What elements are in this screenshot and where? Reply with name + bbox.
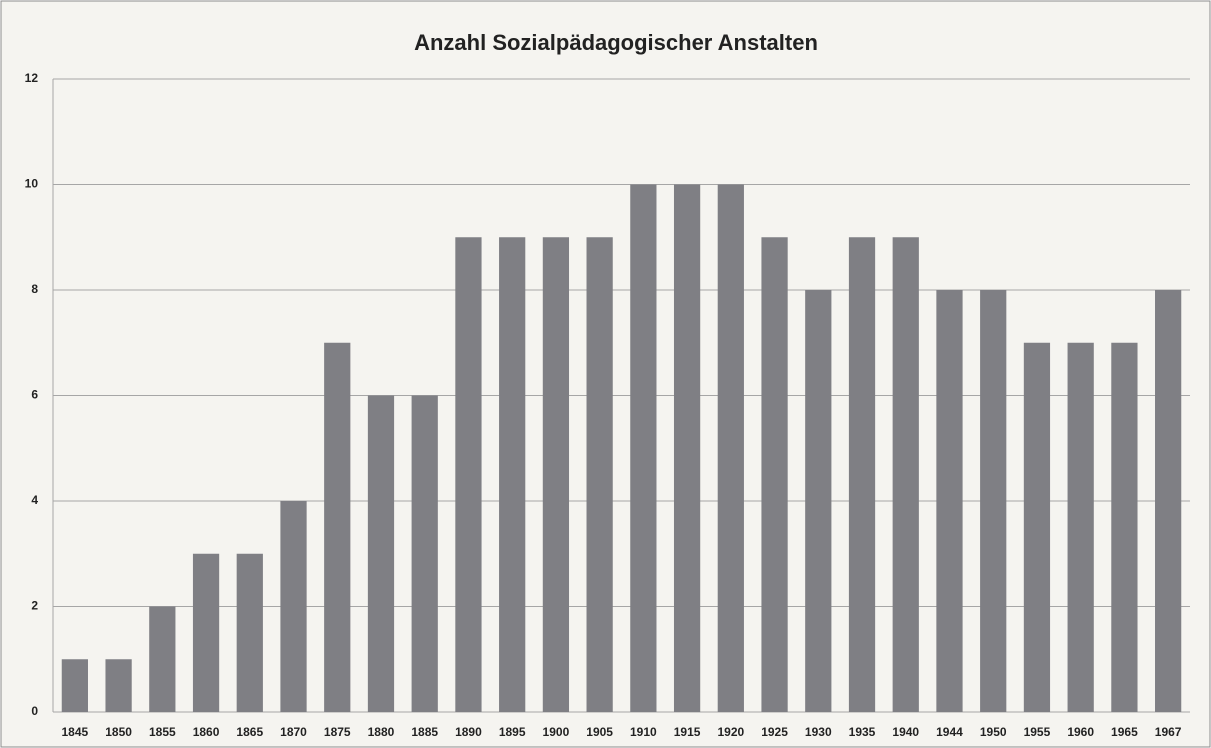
x-tick-label: 1955 (1024, 725, 1051, 739)
x-tick-label: 1860 (193, 725, 220, 739)
bar (542, 237, 570, 712)
x-tick-label: 1910 (630, 725, 657, 739)
x-tick-label: 1940 (892, 725, 919, 739)
bar (367, 395, 395, 712)
bar (149, 606, 176, 712)
x-tick-label: 1890 (455, 725, 482, 739)
y-tick-label: 12 (25, 71, 39, 85)
x-tick-label: 1850 (105, 725, 132, 739)
y-tick-label: 4 (31, 493, 38, 507)
y-tick-label: 2 (31, 599, 38, 613)
x-tick-label: 1885 (411, 725, 438, 739)
x-tick-label: 1870 (280, 725, 307, 739)
bar (805, 290, 832, 712)
bar (1067, 342, 1094, 712)
x-tick-label: 1960 (1067, 725, 1094, 739)
chart-title: Anzahl Sozialpädagogischer Anstalten (414, 30, 818, 55)
bar (936, 290, 963, 712)
bar (673, 184, 701, 712)
bar (499, 237, 526, 712)
x-tick-label: 1855 (149, 725, 176, 739)
bar (1023, 342, 1051, 712)
y-tick-label: 0 (31, 704, 38, 718)
bar (280, 501, 307, 712)
bar (1155, 290, 1182, 712)
x-tick-label: 1967 (1155, 725, 1182, 739)
y-tick-label: 6 (31, 388, 38, 402)
bar (105, 659, 132, 712)
bar (586, 237, 613, 712)
bar (324, 342, 351, 712)
x-tick-label: 1950 (980, 725, 1007, 739)
x-tick-label: 1905 (586, 725, 613, 739)
bar (61, 659, 88, 712)
x-tick-label: 1920 (717, 725, 744, 739)
bar (192, 553, 220, 712)
x-tick-label: 1845 (62, 725, 89, 739)
bar (892, 237, 919, 712)
bar (980, 290, 1007, 712)
y-tick-label: 8 (31, 282, 38, 296)
bar (848, 237, 876, 712)
x-tick-label: 1880 (368, 725, 395, 739)
x-tick-label: 1930 (805, 725, 832, 739)
bar (236, 553, 263, 712)
x-tick-label: 1900 (543, 725, 570, 739)
x-tick-label: 1915 (674, 725, 701, 739)
bar (455, 237, 482, 712)
x-tick-label: 1865 (236, 725, 263, 739)
x-tick-label: 1895 (499, 725, 526, 739)
y-tick-label: 10 (25, 177, 39, 191)
bar (761, 237, 788, 712)
bar (717, 184, 744, 712)
x-tick-label: 1875 (324, 725, 351, 739)
x-tick-label: 1965 (1111, 725, 1138, 739)
bar (1111, 342, 1138, 712)
bar (630, 184, 657, 712)
bar (411, 395, 438, 712)
x-tick-label: 1925 (761, 725, 788, 739)
x-tick-label: 1935 (849, 725, 876, 739)
x-tick-label: 1944 (936, 725, 963, 739)
